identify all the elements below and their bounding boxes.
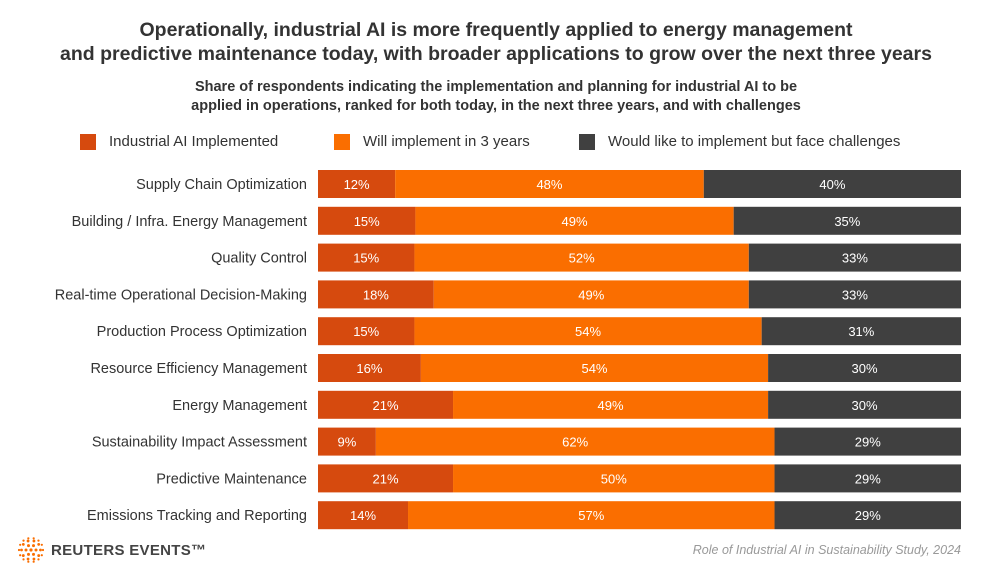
- data-label-resource-efficiency-management-would-like-to-implement-but-face-challenges: 30%: [852, 361, 878, 376]
- subtitle-line-2: applied in operations, ranked for both t…: [191, 98, 801, 114]
- category-label-quality-control: Quality Control: [211, 251, 307, 267]
- data-label-emissions-tracking-and-reporting-will-implement-in-3-years: 57%: [578, 508, 604, 523]
- data-label-building-infra-energy-management-industrial-ai-implemented: 15%: [354, 214, 380, 229]
- data-label-predictive-maintenance-will-implement-in-3-years: 50%: [601, 471, 627, 486]
- data-label-building-infra-energy-management-would-like-to-implement-but-face-challenges: 35%: [834, 214, 860, 229]
- logo-text: REUTERS EVENTS™: [51, 541, 207, 559]
- legend-label-challenges: Would like to implement but face challen…: [608, 133, 901, 150]
- data-label-real-time-operational-decision-making-will-implement-in-3-years: 49%: [578, 287, 604, 302]
- bar-sustainability-impact-assessment-industrial-ai-implemented: [318, 427, 376, 456]
- bar-production-process-optimization-industrial-ai-implemented: [318, 317, 415, 346]
- subtitle-line-1: Share of respondents indicating the impl…: [194, 79, 798, 95]
- data-label-emissions-tracking-and-reporting-would-like-to-implement-but-face-challenges: 29%: [855, 508, 881, 523]
- title-line-1: Operationally, industrial AI is more fre…: [139, 19, 853, 41]
- category-label-resource-efficiency-management: Resource Efficiency Management: [90, 361, 307, 377]
- bar-sustainability-impact-assessment-will-implement-in-3-years: [375, 427, 775, 456]
- bar-supply-chain-optimization-industrial-ai-implemented: [318, 170, 396, 198]
- data-label-quality-control-industrial-ai-implemented: 15%: [353, 251, 379, 266]
- data-label-real-time-operational-decision-making-industrial-ai-implemented: 18%: [363, 287, 389, 302]
- legend-label-implemented: Industrial AI Implemented: [109, 133, 279, 150]
- legend-swatch-challenges: [579, 134, 595, 150]
- category-label-production-process-optimization: Production Process Optimization: [97, 324, 307, 340]
- bar-real-time-operational-decision-making-will-implement-in-3-years: [433, 280, 749, 309]
- category-label-sustainability-impact-assessment: Sustainability Impact Assessment: [92, 435, 307, 451]
- category-label-emissions-tracking-and-reporting: Emissions Tracking and Reporting: [87, 508, 307, 524]
- data-label-supply-chain-optimization-industrial-ai-implemented: 12%: [344, 177, 370, 192]
- data-label-production-process-optimization-would-like-to-implement-but-face-challenges: 31%: [848, 324, 874, 339]
- bar-quality-control-would-like-to-implement-but-face-challenges: [748, 243, 961, 272]
- reuters-dots-icon: [18, 537, 44, 563]
- data-label-quality-control-would-like-to-implement-but-face-challenges: 33%: [842, 251, 868, 266]
- category-label-building-infra-energy-management: Building / Infra. Energy Management: [72, 214, 307, 230]
- bar-energy-management-would-like-to-implement-but-face-challenges: [768, 390, 961, 419]
- data-label-sustainability-impact-assessment-will-implement-in-3-years: 62%: [562, 435, 588, 450]
- data-label-emissions-tracking-and-reporting-industrial-ai-implemented: 14%: [350, 508, 376, 523]
- data-label-production-process-optimization-will-implement-in-3-years: 54%: [575, 324, 601, 339]
- category-label-supply-chain-optimization: Supply Chain Optimization: [136, 177, 307, 193]
- bar-supply-chain-optimization-will-implement-in-3-years: [395, 170, 704, 198]
- category-label-predictive-maintenance: Predictive Maintenance: [156, 471, 307, 487]
- data-label-sustainability-impact-assessment-would-like-to-implement-but-face-challenges: 29%: [855, 435, 881, 450]
- data-label-supply-chain-optimization-will-implement-in-3-years: 48%: [536, 177, 562, 192]
- bar-production-process-optimization-will-implement-in-3-years: [414, 317, 762, 346]
- data-label-resource-efficiency-management-industrial-ai-implemented: 16%: [356, 361, 382, 376]
- bar-sustainability-impact-assessment-would-like-to-implement-but-face-challenges: [774, 427, 961, 456]
- bar-building-infra-energy-management-will-implement-in-3-years: [415, 206, 734, 235]
- category-label-energy-management: Energy Management: [172, 398, 307, 414]
- bar-resource-efficiency-management-would-like-to-implement-but-face-challenges: [768, 354, 961, 382]
- data-label-energy-management-will-implement-in-3-years: 49%: [598, 398, 624, 413]
- data-label-sustainability-impact-assessment-industrial-ai-implemented: 9%: [338, 435, 357, 450]
- bar-predictive-maintenance-industrial-ai-implemented: [318, 464, 454, 493]
- legend-label-will-implement: Will implement in 3 years: [363, 133, 530, 150]
- bar-building-infra-energy-management-industrial-ai-implemented: [318, 206, 416, 235]
- reuters-events-logo: REUTERS EVENTS™: [18, 537, 207, 563]
- bar-emissions-tracking-and-reporting-will-implement-in-3-years: [408, 501, 775, 530]
- bar-predictive-maintenance-would-like-to-implement-but-face-challenges: [774, 464, 961, 493]
- legend-swatch-will-implement: [334, 134, 350, 150]
- bar-supply-chain-optimization-would-like-to-implement-but-face-challenges: [703, 170, 961, 198]
- bar-production-process-optimization-would-like-to-implement-but-face-challenges: [761, 317, 961, 346]
- bar-quality-control-will-implement-in-3-years: [414, 243, 749, 272]
- data-label-production-process-optimization-industrial-ai-implemented: 15%: [353, 324, 379, 339]
- bar-real-time-operational-decision-making-would-like-to-implement-but-face-challenges: [748, 280, 961, 309]
- data-label-real-time-operational-decision-making-would-like-to-implement-but-face-challenges: 33%: [842, 287, 868, 302]
- data-label-energy-management-industrial-ai-implemented: 21%: [372, 398, 398, 413]
- chart-subtitle: Share of respondents indicating the impl…: [0, 78, 992, 116]
- data-label-building-infra-energy-management-will-implement-in-3-years: 49%: [562, 214, 588, 229]
- bar-energy-management-will-implement-in-3-years: [453, 390, 769, 419]
- data-label-predictive-maintenance-industrial-ai-implemented: 21%: [372, 471, 398, 486]
- title-line-2: and predictive maintenance today, with b…: [60, 43, 932, 65]
- legend-swatch-implemented: [80, 134, 96, 150]
- bar-resource-efficiency-management-industrial-ai-implemented: [318, 354, 421, 382]
- bar-energy-management-industrial-ai-implemented: [318, 390, 454, 419]
- data-label-supply-chain-optimization-would-like-to-implement-but-face-challenges: 40%: [819, 177, 845, 192]
- data-label-quality-control-will-implement-in-3-years: 52%: [569, 251, 595, 266]
- chart-title: Operationally, industrial AI is more fre…: [0, 18, 992, 66]
- bar-predictive-maintenance-will-implement-in-3-years: [453, 464, 775, 493]
- bar-building-infra-energy-management-would-like-to-implement-but-face-challenges: [733, 206, 961, 235]
- category-label-real-time-operational-decision-making: Real-time Operational Decision-Making: [55, 287, 307, 303]
- data-label-predictive-maintenance-would-like-to-implement-but-face-challenges: 29%: [855, 471, 881, 486]
- bar-emissions-tracking-and-reporting-industrial-ai-implemented: [318, 501, 409, 530]
- bar-emissions-tracking-and-reporting-would-like-to-implement-but-face-challenges: [774, 501, 961, 530]
- source-note: Role of Industrial AI in Sustainability …: [692, 543, 961, 557]
- bar-quality-control-industrial-ai-implemented: [318, 243, 415, 272]
- bar-real-time-operational-decision-making-industrial-ai-implemented: [318, 280, 434, 309]
- bar-resource-efficiency-management-will-implement-in-3-years: [420, 354, 769, 382]
- data-label-resource-efficiency-management-will-implement-in-3-years: 54%: [581, 361, 607, 376]
- data-label-energy-management-would-like-to-implement-but-face-challenges: 30%: [852, 398, 878, 413]
